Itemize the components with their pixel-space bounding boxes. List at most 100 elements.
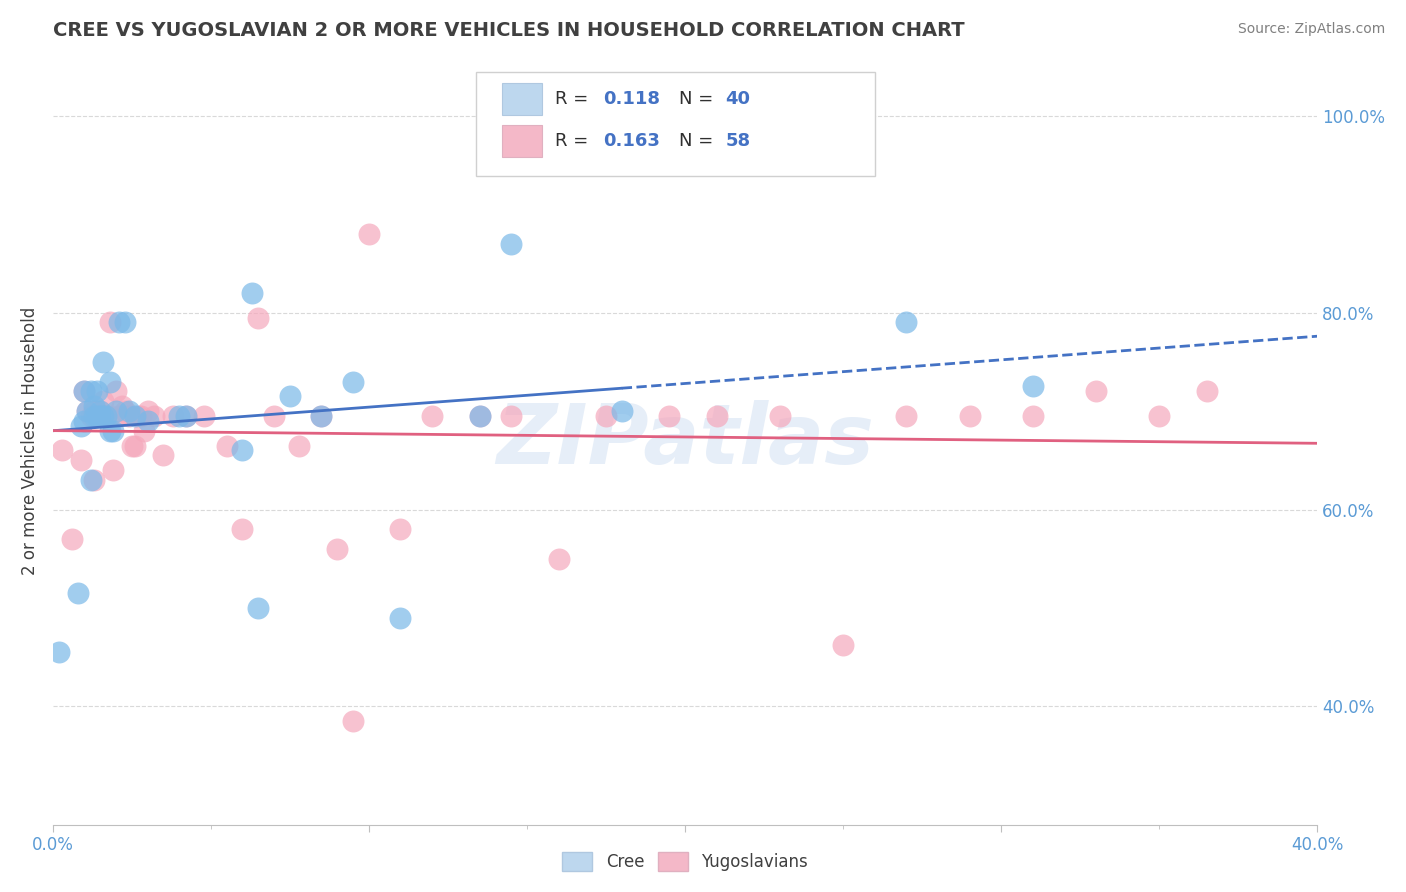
Point [389,611,412,625]
Point [152,449,174,463]
Point [91,355,114,369]
Point [114,316,136,330]
Point [108,409,131,423]
Point [83,409,105,423]
Point [288,438,311,452]
Text: N =: N = [679,90,718,108]
Point [121,438,143,452]
Y-axis label: 2 or more Vehicles in Household: 2 or more Vehicles in Household [21,307,39,574]
Point [896,316,918,330]
Point [91,394,114,409]
Point [142,409,165,423]
Point [193,409,215,423]
Point [231,443,253,458]
Point [167,409,190,423]
Point [124,438,146,452]
Point [96,409,118,423]
Point [111,399,134,413]
Point [278,389,301,403]
Point [134,424,156,438]
Point [76,404,98,418]
Point [51,443,73,458]
Point [127,409,149,423]
Point [468,409,491,423]
Point [73,384,96,399]
Text: CREE VS YUGOSLAVIAN 2 OR MORE VEHICLES IN HOUSEHOLD CORRELATION CHART: CREE VS YUGOSLAVIAN 2 OR MORE VEHICLES I… [52,21,965,40]
Point [342,375,364,389]
Point [86,384,108,399]
Point [1195,384,1218,399]
Point [73,384,96,399]
Point [215,438,238,452]
Text: ZIPatlas: ZIPatlas [496,401,875,481]
Text: 40: 40 [725,90,751,108]
Point [547,551,569,566]
Point [79,384,101,399]
Point [66,586,89,600]
Point [79,409,101,423]
Point [98,316,121,330]
FancyBboxPatch shape [477,72,875,176]
Point [98,424,121,438]
Text: 0.163: 0.163 [603,132,659,150]
Point [1022,409,1045,423]
Point [101,424,124,438]
Text: 0.118: 0.118 [603,90,659,108]
Point [89,404,111,418]
Text: R =: R = [555,132,593,150]
Point [357,227,380,241]
Point [174,409,197,423]
Point [832,639,855,653]
Point [1085,384,1108,399]
Text: R =: R = [555,90,593,108]
Point [114,404,136,418]
Point [101,463,124,477]
Point [247,310,270,325]
Point [104,404,127,418]
Point [311,409,333,423]
Point [48,645,70,659]
Point [610,404,633,418]
Point [104,384,127,399]
FancyBboxPatch shape [502,83,543,115]
Point [959,409,981,423]
Point [83,473,105,487]
Point [263,409,285,423]
Point [98,409,121,423]
Point [124,409,146,423]
Point [136,414,159,428]
Point [247,601,270,615]
Point [76,404,98,418]
Point [91,409,114,423]
Point [342,714,364,729]
Point [73,414,96,428]
Point [311,409,333,423]
Point [420,409,443,423]
Point [468,409,491,423]
Point [83,399,105,413]
Point [96,409,118,423]
Point [1022,379,1045,393]
Point [326,541,349,556]
Point [595,409,617,423]
Text: N =: N = [679,132,718,150]
Point [79,473,101,487]
Point [136,404,159,418]
Point [162,409,184,423]
Point [174,409,197,423]
Point [706,409,728,423]
Point [1147,409,1170,423]
Legend: Cree, Yugoslavians: Cree, Yugoslavians [555,845,814,878]
Point [108,316,131,330]
Point [86,409,108,423]
Point [91,409,114,423]
Point [60,532,83,546]
FancyBboxPatch shape [502,125,543,157]
Point [129,409,152,423]
Text: 58: 58 [725,132,751,150]
Point [89,404,111,418]
Point [231,522,253,536]
Point [658,409,681,423]
Point [86,409,108,423]
Point [83,404,105,418]
